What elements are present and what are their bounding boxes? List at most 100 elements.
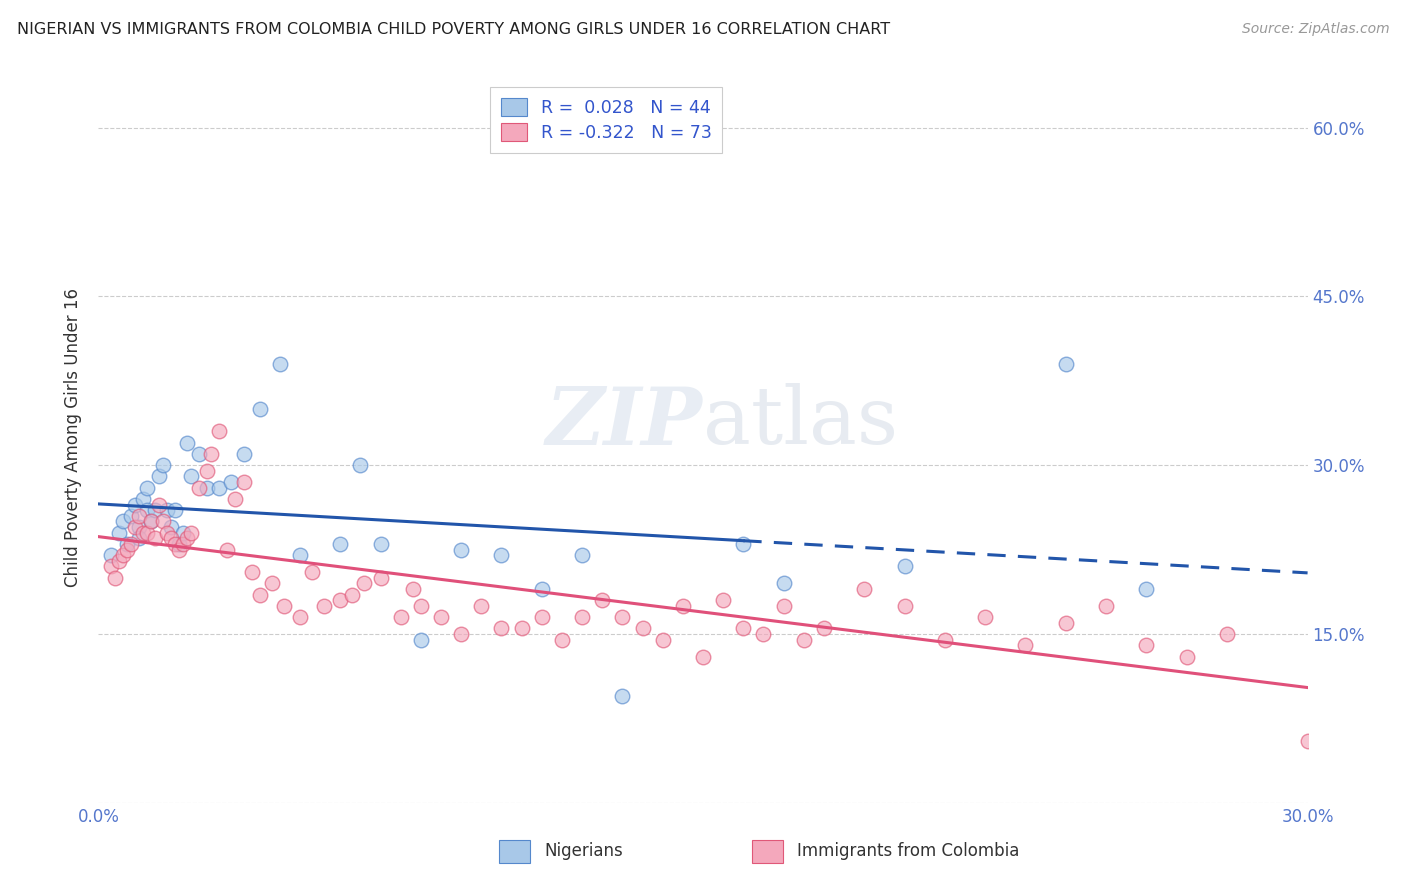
- Point: [301, 565, 323, 579]
- Point: [128, 532, 150, 546]
- Point: [139, 515, 162, 529]
- Point: [221, 475, 243, 489]
- Point: [107, 525, 129, 540]
- Point: [135, 481, 157, 495]
- Point: [571, 548, 593, 562]
- Point: [195, 481, 218, 495]
- Point: [269, 357, 291, 371]
- Point: [115, 537, 138, 551]
- Point: [612, 689, 634, 703]
- Point: [571, 610, 593, 624]
- Point: [612, 610, 634, 624]
- Point: [232, 475, 254, 489]
- Point: [148, 498, 170, 512]
- Point: [132, 491, 155, 506]
- Point: [349, 458, 371, 473]
- Point: [100, 548, 122, 562]
- Point: [260, 576, 283, 591]
- Point: [934, 632, 956, 647]
- Point: [111, 515, 134, 529]
- Point: [124, 498, 146, 512]
- Point: [167, 537, 190, 551]
- Point: [530, 582, 553, 596]
- Point: [152, 515, 174, 529]
- Point: [124, 520, 146, 534]
- Point: [139, 515, 162, 529]
- Point: [314, 599, 336, 613]
- Point: [135, 525, 157, 540]
- Point: [172, 537, 194, 551]
- Point: [491, 548, 513, 562]
- Point: [974, 610, 997, 624]
- Point: [143, 503, 166, 517]
- Point: [672, 599, 695, 613]
- Point: [752, 627, 775, 641]
- Point: [240, 565, 263, 579]
- Point: [491, 621, 513, 635]
- Point: [249, 588, 271, 602]
- Point: [1135, 582, 1157, 596]
- Point: [100, 559, 122, 574]
- Point: [329, 593, 352, 607]
- Point: [409, 632, 432, 647]
- Point: [232, 447, 254, 461]
- Point: [120, 537, 142, 551]
- Point: [370, 537, 392, 551]
- Point: [188, 481, 211, 495]
- Point: [143, 532, 166, 546]
- Point: [103, 571, 125, 585]
- Point: [1175, 649, 1198, 664]
- Text: atlas: atlas: [703, 384, 898, 461]
- Point: [1014, 638, 1036, 652]
- Point: [402, 582, 425, 596]
- Point: [224, 491, 246, 506]
- Point: [1054, 357, 1077, 371]
- Point: [631, 621, 654, 635]
- Point: [176, 532, 198, 546]
- Y-axis label: Child Poverty Among Girls Under 16: Child Poverty Among Girls Under 16: [65, 287, 83, 587]
- Point: [128, 508, 150, 523]
- Point: [115, 542, 138, 557]
- Point: [551, 632, 574, 647]
- Point: [813, 621, 835, 635]
- Point: [733, 621, 755, 635]
- Point: [591, 593, 613, 607]
- Point: [450, 542, 472, 557]
- Point: [163, 503, 186, 517]
- Point: [1135, 638, 1157, 652]
- Point: [273, 599, 295, 613]
- Point: [148, 469, 170, 483]
- Point: [132, 525, 155, 540]
- Point: [893, 599, 915, 613]
- Point: [1216, 627, 1239, 641]
- Point: [692, 649, 714, 664]
- Point: [353, 576, 375, 591]
- Point: [733, 537, 755, 551]
- Point: [430, 610, 453, 624]
- Point: [651, 632, 673, 647]
- Point: [180, 469, 202, 483]
- Point: [893, 559, 915, 574]
- Text: Source: ZipAtlas.com: Source: ZipAtlas.com: [1241, 22, 1389, 37]
- Text: ZIP: ZIP: [546, 384, 703, 461]
- Point: [180, 525, 202, 540]
- Point: [1054, 615, 1077, 630]
- Point: [135, 503, 157, 517]
- Point: [208, 481, 231, 495]
- Text: Immigrants from Colombia: Immigrants from Colombia: [797, 842, 1019, 861]
- Point: [288, 610, 311, 624]
- Point: [288, 548, 311, 562]
- Point: [217, 542, 239, 557]
- Point: [450, 627, 472, 641]
- Point: [195, 464, 218, 478]
- Point: [249, 401, 271, 416]
- Point: [208, 425, 231, 439]
- Point: [156, 503, 179, 517]
- Point: [111, 548, 134, 562]
- Point: [711, 593, 734, 607]
- Point: [530, 610, 553, 624]
- Point: [342, 588, 364, 602]
- Point: [772, 599, 794, 613]
- Point: [120, 508, 142, 523]
- Point: [160, 532, 183, 546]
